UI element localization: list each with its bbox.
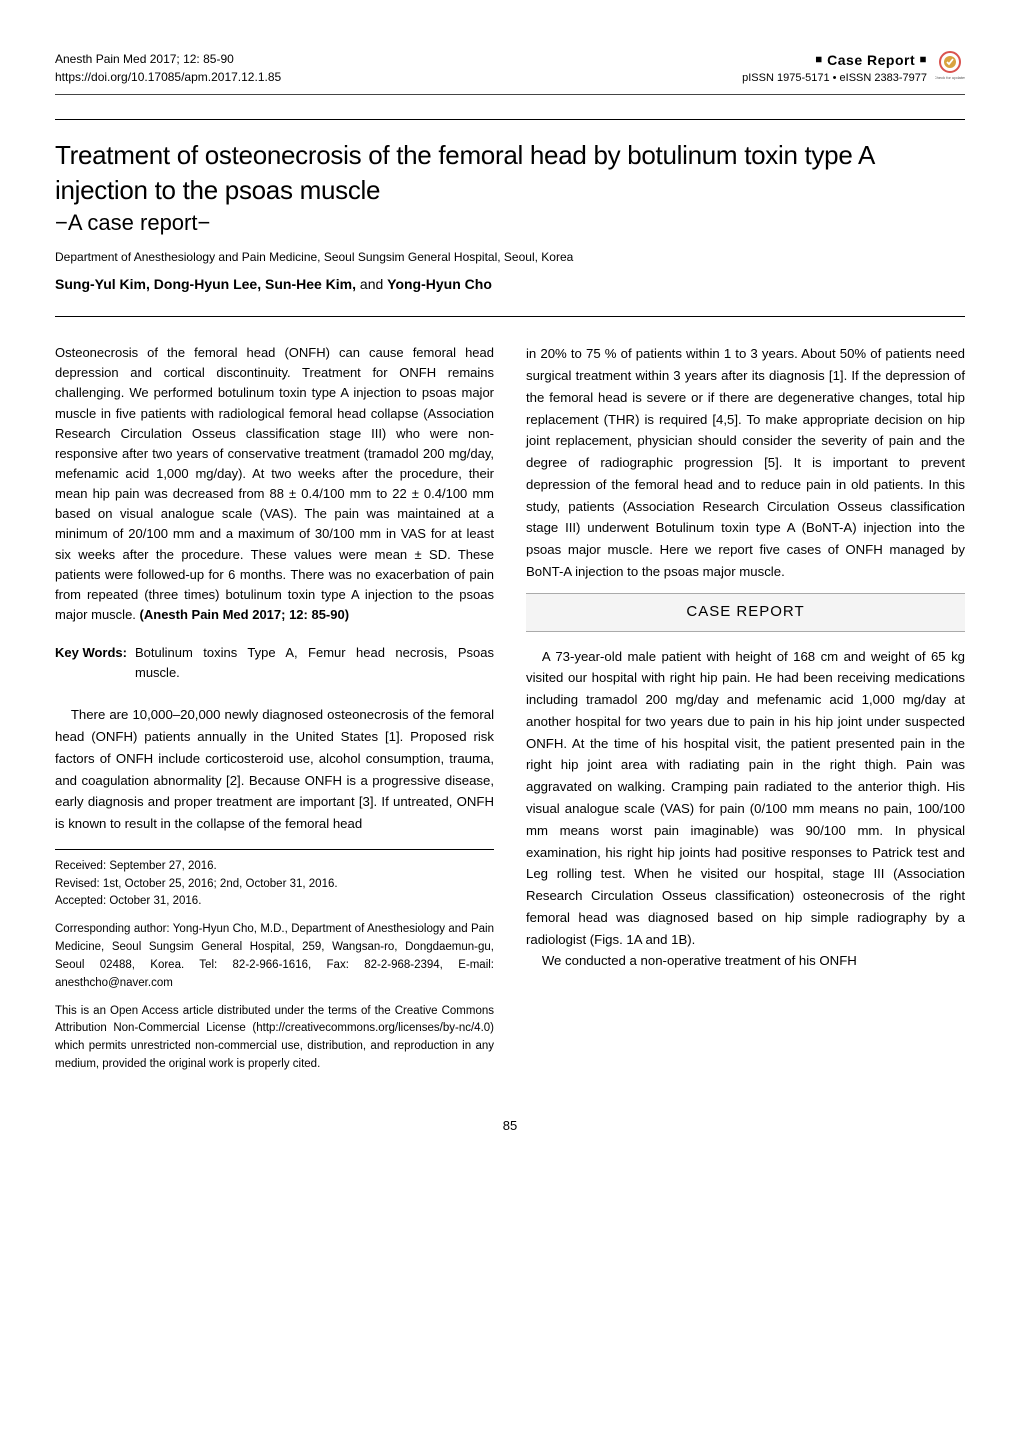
left-column: Osteonecrosis of the femoral head (ONFH)… bbox=[55, 343, 494, 1084]
issn-line: pISSN 1975-5171 • eISSN 2383-7977 bbox=[742, 72, 927, 84]
title-block: Treatment of osteonecrosis of the femora… bbox=[55, 120, 965, 308]
abstract: Osteonecrosis of the femoral head (ONFH)… bbox=[55, 343, 494, 625]
intro-paragraph: There are 10,000–20,000 newly diagnosed … bbox=[55, 704, 494, 835]
two-column-body: Osteonecrosis of the femoral head (ONFH)… bbox=[55, 343, 965, 1084]
authors-last: Yong-Hyun Cho bbox=[387, 276, 492, 292]
journal-citation: Anesth Pain Med 2017; 12: 85-90 bbox=[55, 50, 281, 68]
check-for-updates-icon[interactable]: Check for updates bbox=[935, 50, 965, 80]
received-text: Received: September 27, 2016. bbox=[55, 860, 217, 872]
paper-subtitle: −A case report− bbox=[55, 210, 965, 236]
paper-title: Treatment of osteonecrosis of the femora… bbox=[55, 138, 965, 208]
section-header-wrap: CASE REPORT bbox=[526, 593, 965, 632]
footnote-corresponding: Corresponding author: Yong-Hyun Cho, M.D… bbox=[55, 921, 494, 992]
journal-meta: Anesth Pain Med 2017; 12: 85-90 https://… bbox=[55, 50, 281, 86]
section-header-case-report: CASE REPORT bbox=[526, 593, 965, 632]
doi-link[interactable]: https://doi.org/10.17085/apm.2017.12.1.8… bbox=[55, 68, 281, 86]
title-rule-bottom bbox=[55, 316, 965, 317]
keywords-label: Key Words: bbox=[55, 643, 127, 682]
abstract-text: Osteonecrosis of the femoral head (ONFH)… bbox=[55, 345, 494, 622]
header-rule bbox=[55, 94, 965, 95]
page-number: 85 bbox=[55, 1118, 965, 1133]
authors-list: Sung-Yul Kim, Dong-Hyun Lee, Sun-Hee Kim… bbox=[55, 276, 356, 292]
keywords-block: Key Words: Botulinum toxins Type A, Femu… bbox=[55, 643, 494, 682]
keywords-text: Botulinum toxins Type A, Femur head necr… bbox=[135, 643, 494, 682]
svg-text:Check for updates: Check for updates bbox=[935, 75, 965, 80]
header-meta: Anesth Pain Med 2017; 12: 85-90 https://… bbox=[55, 50, 965, 86]
revised-text: Revised: 1st, October 25, 2016; 2nd, Oct… bbox=[55, 878, 338, 890]
body-paragraph-3: We conducted a non-operative treatment o… bbox=[526, 950, 965, 972]
article-type-tag: ￭ Case Report ￭ bbox=[742, 50, 927, 70]
footnote-received: Received: September 27, 2016. Revised: 1… bbox=[55, 858, 494, 911]
footnotes: Received: September 27, 2016. Revised: 1… bbox=[55, 858, 494, 1074]
abstract-citation: (Anesth Pain Med 2017; 12: 85-90) bbox=[136, 607, 349, 622]
accepted-text: Accepted: October 31, 2016. bbox=[55, 895, 201, 907]
authors-line: Sung-Yul Kim, Dong-Hyun Lee, Sun-Hee Kim… bbox=[55, 276, 965, 292]
authors-and: and bbox=[356, 276, 387, 292]
affiliation: Department of Anesthesiology and Pain Me… bbox=[55, 250, 965, 264]
header-right: ￭ Case Report ￭ pISSN 1975-5171 • eISSN … bbox=[742, 50, 927, 84]
footnote-rule bbox=[55, 849, 494, 850]
footnote-license: This is an Open Access article distribut… bbox=[55, 1003, 494, 1074]
body-paragraph-2: A 73-year-old male patient with height o… bbox=[526, 646, 965, 951]
right-column: in 20% to 75 % of patients within 1 to 3… bbox=[526, 343, 965, 1084]
body-paragraph-1: in 20% to 75 % of patients within 1 to 3… bbox=[526, 343, 965, 583]
